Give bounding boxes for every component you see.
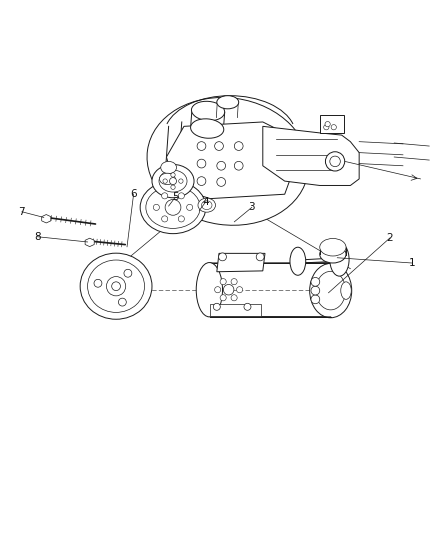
Circle shape bbox=[213, 303, 220, 310]
Circle shape bbox=[325, 152, 345, 171]
Circle shape bbox=[178, 216, 184, 222]
Polygon shape bbox=[166, 122, 293, 199]
Circle shape bbox=[223, 285, 234, 295]
Circle shape bbox=[215, 287, 221, 293]
Text: 7: 7 bbox=[18, 207, 25, 217]
Circle shape bbox=[106, 277, 126, 296]
Circle shape bbox=[163, 179, 167, 183]
FancyBboxPatch shape bbox=[210, 263, 331, 317]
Circle shape bbox=[197, 159, 206, 168]
Circle shape bbox=[170, 177, 177, 184]
Ellipse shape bbox=[341, 282, 351, 300]
Ellipse shape bbox=[201, 201, 212, 209]
Circle shape bbox=[153, 204, 159, 211]
Circle shape bbox=[331, 125, 336, 130]
Circle shape bbox=[234, 161, 243, 170]
Circle shape bbox=[234, 142, 243, 150]
Circle shape bbox=[118, 298, 126, 306]
Circle shape bbox=[325, 122, 330, 127]
Circle shape bbox=[165, 199, 181, 215]
Ellipse shape bbox=[147, 98, 308, 225]
Text: 6: 6 bbox=[130, 189, 137, 199]
Circle shape bbox=[217, 177, 226, 187]
Text: 8: 8 bbox=[34, 232, 41, 242]
Circle shape bbox=[231, 279, 237, 285]
Circle shape bbox=[244, 303, 251, 310]
Ellipse shape bbox=[146, 187, 200, 229]
Circle shape bbox=[215, 142, 223, 150]
Circle shape bbox=[237, 287, 243, 293]
Text: 3: 3 bbox=[248, 203, 255, 212]
Circle shape bbox=[197, 142, 206, 150]
Ellipse shape bbox=[310, 263, 352, 318]
Ellipse shape bbox=[198, 198, 215, 212]
Circle shape bbox=[112, 282, 120, 290]
Circle shape bbox=[197, 177, 206, 185]
Circle shape bbox=[187, 204, 193, 211]
Polygon shape bbox=[85, 238, 94, 247]
Text: 5: 5 bbox=[172, 192, 179, 203]
Ellipse shape bbox=[191, 119, 224, 138]
Ellipse shape bbox=[196, 263, 223, 317]
Circle shape bbox=[256, 253, 264, 261]
Circle shape bbox=[231, 295, 237, 301]
Ellipse shape bbox=[80, 253, 152, 319]
Circle shape bbox=[171, 173, 175, 177]
Circle shape bbox=[220, 279, 226, 285]
Ellipse shape bbox=[191, 101, 225, 120]
Circle shape bbox=[171, 185, 175, 189]
Polygon shape bbox=[210, 304, 261, 316]
Circle shape bbox=[217, 161, 226, 170]
Circle shape bbox=[162, 193, 168, 199]
Ellipse shape bbox=[88, 260, 145, 312]
Circle shape bbox=[330, 156, 340, 167]
Polygon shape bbox=[217, 253, 265, 272]
Ellipse shape bbox=[152, 165, 194, 198]
Text: 4: 4 bbox=[202, 197, 209, 207]
Text: 2: 2 bbox=[386, 233, 393, 243]
Ellipse shape bbox=[320, 246, 346, 263]
Circle shape bbox=[162, 216, 168, 222]
Circle shape bbox=[219, 253, 226, 261]
Ellipse shape bbox=[159, 173, 175, 184]
Ellipse shape bbox=[140, 181, 206, 233]
Circle shape bbox=[220, 295, 226, 301]
Circle shape bbox=[178, 193, 184, 199]
Ellipse shape bbox=[330, 243, 349, 276]
Circle shape bbox=[324, 125, 329, 130]
Circle shape bbox=[124, 269, 132, 277]
Circle shape bbox=[179, 179, 183, 183]
Ellipse shape bbox=[159, 170, 187, 192]
Ellipse shape bbox=[161, 161, 177, 174]
Polygon shape bbox=[263, 126, 359, 185]
Ellipse shape bbox=[320, 238, 346, 256]
Ellipse shape bbox=[217, 96, 239, 109]
Circle shape bbox=[311, 286, 320, 295]
Circle shape bbox=[311, 278, 320, 286]
Ellipse shape bbox=[316, 271, 346, 310]
Circle shape bbox=[311, 295, 320, 304]
FancyBboxPatch shape bbox=[320, 115, 344, 133]
Text: 1: 1 bbox=[408, 258, 415, 268]
Polygon shape bbox=[42, 215, 51, 223]
Ellipse shape bbox=[290, 247, 306, 275]
Circle shape bbox=[94, 279, 102, 287]
